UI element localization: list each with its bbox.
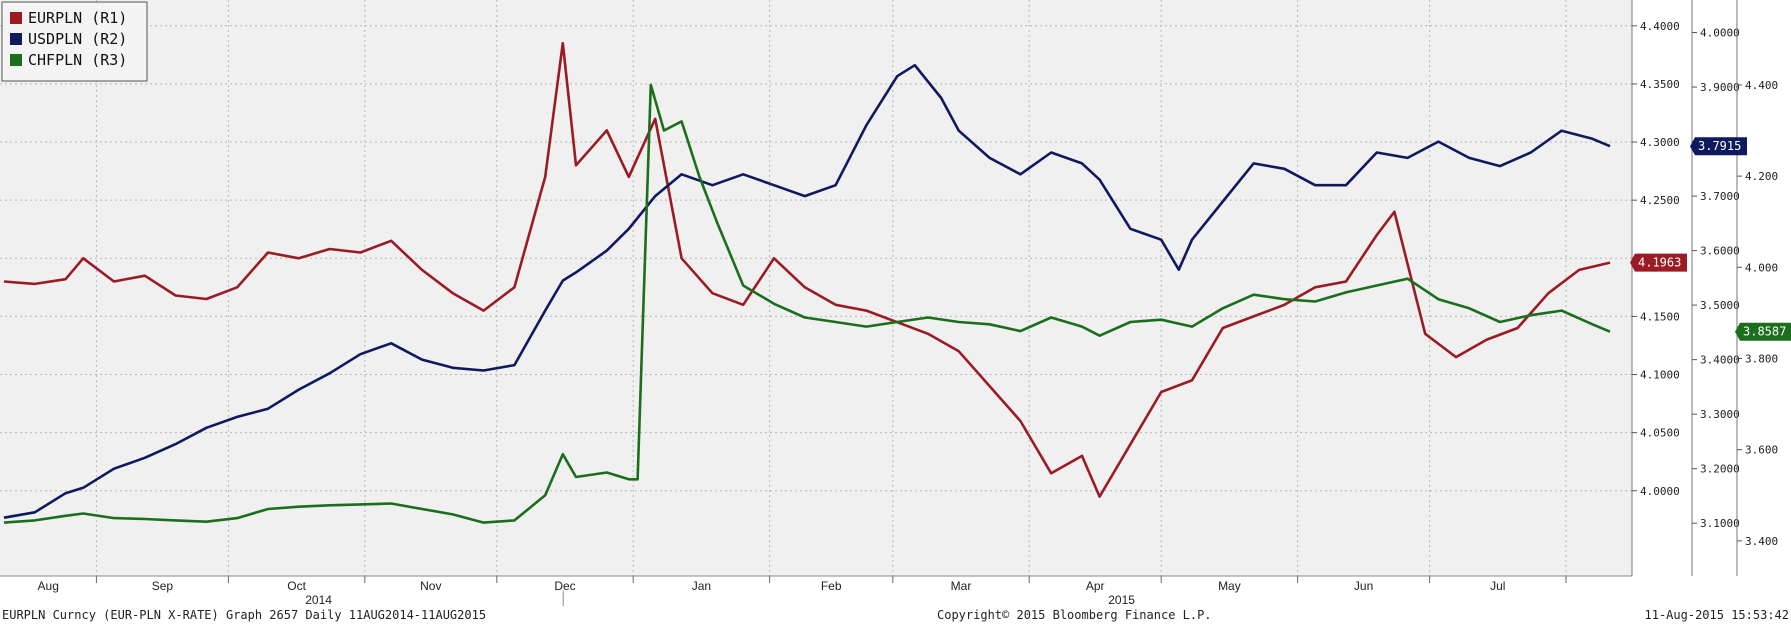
x-tick-label: May — [1218, 579, 1241, 593]
legend-swatch — [10, 33, 22, 45]
legend-swatch — [10, 12, 22, 24]
y-tick-label-R2: 3.9000 — [1700, 81, 1740, 94]
legend-box — [1, 1, 148, 82]
x-tick-label: Jun — [1354, 579, 1373, 593]
x-tick-label: Jul — [1490, 579, 1505, 593]
y-tick-label-R1: 4.3000 — [1640, 136, 1680, 149]
x-tick-label: Nov — [420, 579, 441, 593]
timestamp: 11-Aug-2015 15:53:42 — [1644, 608, 1790, 622]
y-tick-label-R2: 3.4000 — [1700, 354, 1740, 367]
y-tick-label-R3: 4.200 — [1745, 170, 1778, 183]
y-tick-label-R1: 4.4000 — [1640, 20, 1680, 33]
y-tick-label-R1: 4.0000 — [1640, 485, 1680, 498]
y-tick-label-R1: 4.1500 — [1640, 310, 1680, 323]
year-label-2014: 2014 — [305, 593, 332, 607]
y-tick-label-R2: 4.0000 — [1700, 27, 1740, 40]
last-value-label: 4.1963 — [1638, 256, 1681, 270]
y-tick-label-R3: 3.800 — [1745, 352, 1778, 365]
legend-label: USDPLN (R2) — [28, 30, 127, 48]
series-line-chfpln — [3, 83, 1611, 524]
copyright: Copyright© 2015 Bloomberg Finance L.P. — [937, 608, 1212, 622]
y-tick-label-R1: 4.3500 — [1640, 78, 1680, 91]
y-tick-label-R1: 4.1000 — [1640, 369, 1680, 382]
plot-area — [0, 0, 1632, 576]
year-label-2015: 2015 — [1108, 593, 1135, 607]
y-tick-label-R3: 4.000 — [1745, 261, 1778, 274]
y-tick-label-R2: 3.3000 — [1700, 408, 1740, 421]
series-line-eurpln — [3, 41, 1611, 498]
legend-label: EURPLN (R1) — [28, 9, 127, 27]
last-value-tag — [1735, 322, 1791, 341]
x-tick-label: Feb — [821, 579, 842, 593]
x-tick-label: Apr — [1086, 579, 1105, 593]
x-tick-label: Sep — [152, 579, 174, 593]
series-lines — [3, 41, 1611, 524]
last-value-label: 3.8587 — [1743, 325, 1786, 339]
y-tick-label-R2: 3.6000 — [1700, 245, 1740, 258]
last-value-label: 3.7915 — [1698, 139, 1741, 153]
last-value-tag — [1690, 137, 1747, 156]
x-tick-label: Aug — [38, 579, 59, 593]
grid — [0, 0, 1632, 576]
legend: EURPLN (R1) USDPLN (R2) CHFPLN (R3) — [1, 1, 148, 82]
last-value-tags: 4.1963 3.7915 3.8587 — [1630, 137, 1791, 341]
legend-swatch — [10, 54, 22, 66]
y-tick-label-R2: 3.2000 — [1700, 463, 1740, 476]
x-tick-label: Jan — [692, 579, 711, 593]
y-tick-label-R1: 4.2500 — [1640, 194, 1680, 207]
y-tick-label-R1: 4.0500 — [1640, 427, 1680, 440]
y-tick-label-R2: 3.1000 — [1700, 517, 1740, 530]
y-tick-label-R3: 4.400 — [1745, 79, 1778, 92]
x-tick-label: Dec — [554, 579, 575, 593]
y-tick-label-R2: 3.5000 — [1700, 299, 1740, 312]
x-tick-label: Oct — [287, 579, 306, 593]
chart-description: EURPLN Curncy (EUR-PLN X-RATE) Graph 265… — [2, 608, 487, 622]
y-tick-label-R2: 3.7000 — [1700, 190, 1740, 203]
last-value-tag — [1630, 253, 1687, 272]
y-tick-label-R3: 3.600 — [1745, 444, 1778, 457]
legend-label: CHFPLN (R3) — [28, 51, 127, 69]
y-tick-label-R3: 3.400 — [1745, 535, 1778, 548]
x-tick-label: Mar — [951, 579, 972, 593]
series-line-usdpln — [3, 63, 1611, 519]
